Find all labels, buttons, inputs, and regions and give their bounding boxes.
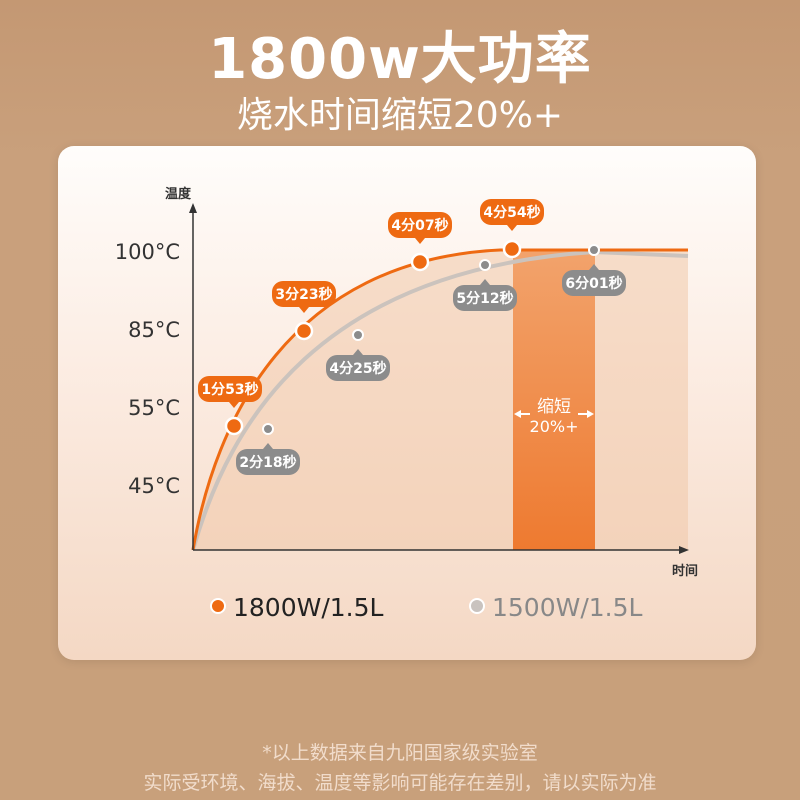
svg-text:6分01秒: 6分01秒 — [565, 275, 622, 292]
data-point — [352, 329, 364, 341]
page-title: 1800w大功率 — [208, 27, 592, 92]
y-tick-label: 55°C — [128, 396, 180, 420]
legend-label: 1500W/1.5L — [492, 593, 643, 622]
page-subtitle: 烧水时间缩短20%+ — [236, 95, 564, 136]
svg-text:1分53秒: 1分53秒 — [201, 381, 258, 398]
data-label: 4分54秒 — [480, 199, 544, 231]
y-axis-label: 温度 — [165, 186, 192, 202]
data-point — [410, 252, 430, 272]
data-label: 4分07秒 — [388, 212, 452, 244]
data-point — [262, 423, 274, 435]
footnote-1: *以上数据来自九阳国家级实验室 — [262, 742, 538, 764]
svg-text:4分07秒: 4分07秒 — [391, 217, 448, 234]
data-point — [479, 259, 491, 271]
legend-marker — [469, 598, 485, 614]
annotation-left-arrow-icon — [514, 410, 530, 418]
data-point — [224, 416, 244, 436]
data-label: 5分12秒 — [453, 279, 517, 311]
svg-text:4分54秒: 4分54秒 — [483, 204, 540, 221]
y-axis-arrow — [189, 203, 197, 213]
data-label: 6分01秒 — [562, 264, 626, 296]
svg-text:3分23秒: 3分23秒 — [275, 286, 332, 303]
data-point — [294, 321, 314, 341]
data-label: 3分23秒 — [272, 281, 336, 313]
y-tick-label: 100°C — [115, 240, 180, 264]
data-label: 1分53秒 — [198, 376, 262, 408]
data-point — [588, 244, 600, 256]
svg-text:2分18秒: 2分18秒 — [239, 454, 296, 471]
legend-marker — [210, 598, 226, 614]
data-label: 2分18秒 — [236, 443, 300, 475]
footnote-2: 实际受环境、海拔、温度等影响可能存在差别，请以实际为准 — [143, 772, 657, 794]
annotation-right-arrow-icon — [578, 410, 594, 418]
series-1800-line — [191, 248, 688, 551]
reduction-band — [513, 250, 595, 550]
series-1500-line — [191, 249, 689, 551]
x-axis-arrow — [679, 546, 689, 554]
y-tick-label: 45°C — [128, 474, 180, 498]
annotation-line2: 20%+ — [530, 417, 579, 436]
legend-label: 1800W/1.5L — [233, 593, 384, 622]
data-point — [502, 239, 522, 259]
svg-text:4分25秒: 4分25秒 — [329, 360, 386, 377]
data-label: 4分25秒 — [326, 349, 390, 381]
annotation-line1: 缩短 — [537, 397, 571, 417]
y-tick-label: 85°C — [128, 318, 180, 342]
svg-text:5分12秒: 5分12秒 — [456, 290, 513, 307]
x-axis-label: 时间 — [672, 563, 698, 579]
